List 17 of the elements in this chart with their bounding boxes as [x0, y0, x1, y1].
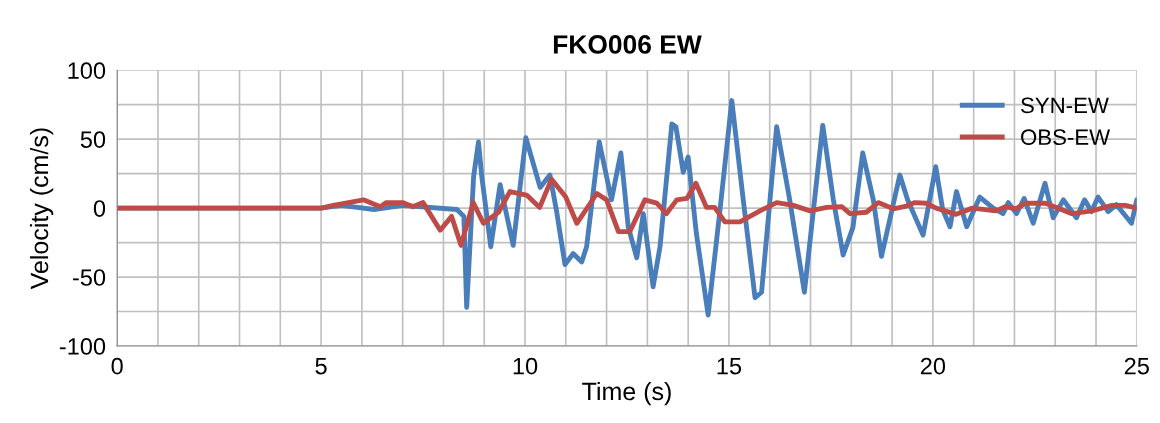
y-tick-label: 50 [80, 131, 106, 148]
x-tick-label: 10 [513, 357, 538, 375]
x-tick-label: 25 [1124, 357, 1149, 375]
y-tick-label: 0 [93, 200, 106, 217]
x-tick-label: 15 [717, 357, 742, 375]
y-axis-title: Velocity (cm/s) [29, 128, 54, 290]
y-tick-label: -50 [72, 269, 106, 286]
chart-title: FKO006 EW [553, 35, 702, 54]
legend-label: OBS-EW [1021, 129, 1111, 146]
y-tick-label: -100 [59, 338, 106, 355]
x-axis-title: Time (s) [582, 381, 671, 406]
y-tick-label: 100 [68, 62, 106, 80]
x-tick-label: 0 [111, 357, 123, 375]
x-tick-label: 5 [315, 357, 327, 375]
legend-label: SYN-EW [1021, 97, 1109, 114]
line-series [117, 176, 1137, 248]
x-tick-label: 20 [920, 357, 946, 375]
